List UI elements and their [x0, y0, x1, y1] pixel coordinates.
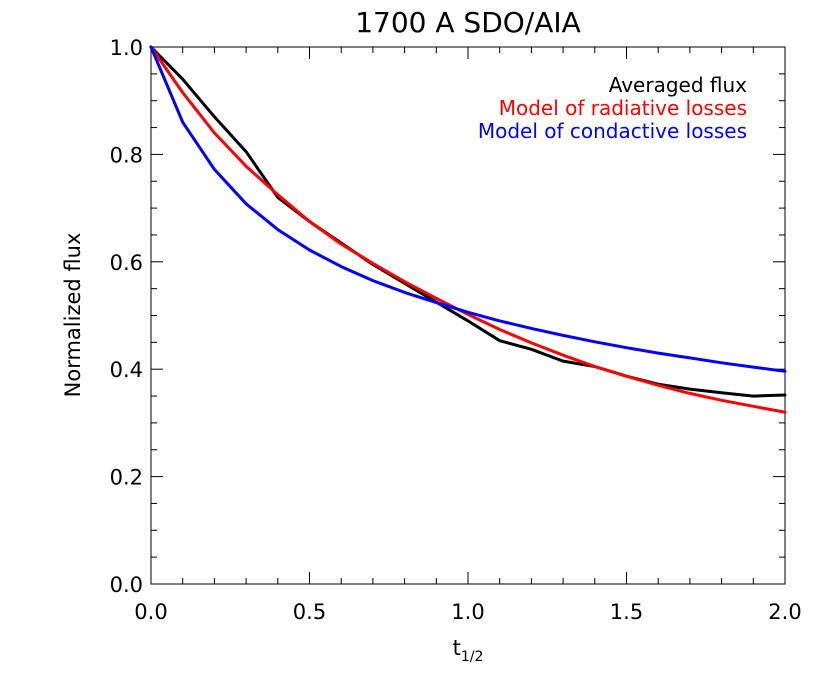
legend-entry-1: Averaged flux: [609, 73, 747, 97]
x-axis-label: t1/2: [453, 636, 484, 665]
y-tick-label: 1.0: [110, 36, 143, 60]
y-axis-label: Normalized flux: [61, 233, 85, 398]
series-lines: [149, 45, 787, 414]
legend-entry-3: Model of condactive losses: [478, 119, 747, 143]
y-tick-label: 0.8: [110, 143, 143, 167]
y-tick-label: 0.4: [110, 358, 143, 382]
series-line-2: [149, 45, 787, 414]
x-axis-label-main: t: [453, 636, 461, 660]
chart-title: 1700 A SDO/AIA: [355, 6, 581, 39]
y-tick-label: 0.6: [110, 251, 143, 275]
x-tick-label: 0.5: [293, 600, 326, 624]
x-tick-label: 1.5: [610, 600, 643, 624]
axis-ticks: [150, 46, 786, 585]
x-tick-label: 1.0: [451, 600, 484, 624]
y-tick-label: 0.2: [110, 466, 143, 490]
x-tick-label: 2.0: [768, 600, 801, 624]
legend-entry-2: Model of radiative losses: [499, 96, 747, 120]
x-axis-label-sub: 1/2: [461, 649, 484, 665]
y-tick-label: 0.0: [110, 573, 143, 597]
axis-tick-labels: 0.0 0.5 1.0 1.5 2.0 0.0 0.2 0.4 0.6 0.8 1.0: [110, 36, 802, 624]
series-line-3: [149, 45, 787, 373]
series-line-1: [149, 45, 787, 398]
x-tick-label: 0.0: [134, 600, 167, 624]
